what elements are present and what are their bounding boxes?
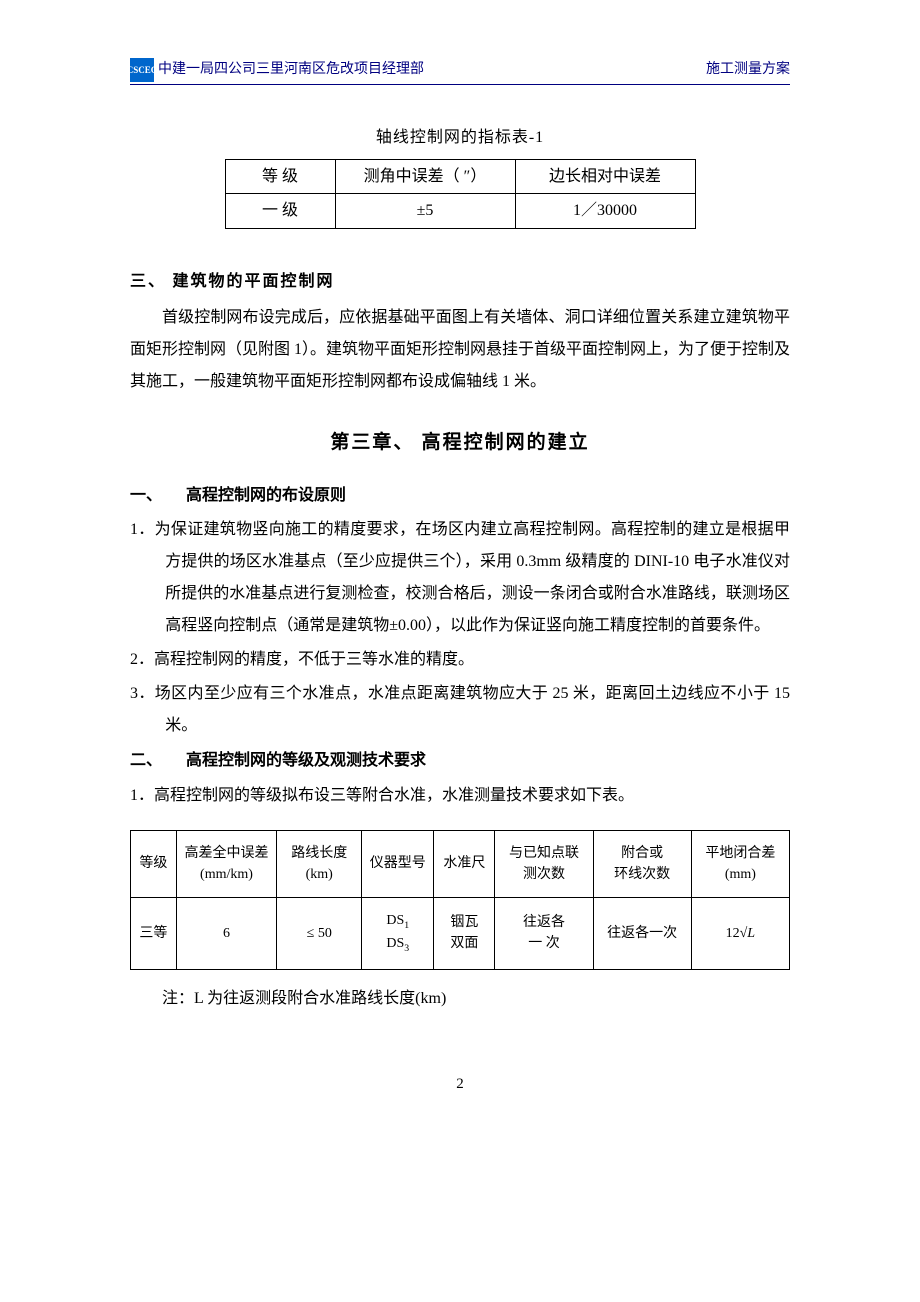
header-left: CSCEC 中建一局四公司三里河南区危改项目经理部 [130,58,424,82]
table2-note: 注：L 为往返测段附合水准路线长度(km) [162,986,790,1012]
table1-caption: 轴线控制网的指标表-1 [130,125,790,151]
th-closure-times: 附合或环线次数 [593,830,691,897]
sub2-intro: 1．高程控制网的等级拟布设三等附合水准，水准测量技术要求如下表。 [130,780,790,812]
elevation-control-table: 等级 高差全中误差(mm/km) 路线长度(km) 仪器型号 水准尺 与已知点联… [130,830,790,970]
td-grade: 一 级 [225,194,335,229]
header-right-text: 施工测量方案 [706,59,790,81]
td-grade: 三等 [131,897,177,969]
page-header: CSCEC 中建一局四公司三里河南区危改项目经理部 施工测量方案 [130,58,790,85]
sub1-heading: 一、 高程控制网的布设原则 [130,483,790,509]
th-grade: 等 级 [225,159,335,194]
axis-control-table: 等 级 测角中误差（ ″） 边长相对中误差 一 级 ±5 1／30000 [225,159,696,229]
th-elev-error: 高差全中误差(mm/km) [176,830,276,897]
header-left-text: 中建一局四公司三里河南区危改项目经理部 [158,59,424,81]
table-row: 等 级 测角中误差（ ″） 边长相对中误差 [225,159,695,194]
table-row: 一 级 ±5 1／30000 [225,194,695,229]
td-known-pt: 往返各一 次 [495,897,593,969]
table-row: 三等 6 ≤ 50 DS1DS3 铟瓦双面 往返各一 次 往返各一次 12√L [131,897,790,969]
th-ruler: 水准尺 [434,830,495,897]
chapter-title: 第三章、 高程控制网的建立 [130,428,790,458]
td-closure-times: 往返各一次 [593,897,691,969]
section-3-heading: 三、 建筑物的平面控制网 [130,269,790,295]
th-angle-error: 测角中误差（ ″） [335,159,515,194]
th-route-len: 路线长度(km) [277,830,362,897]
th-closure-diff: 平地闭合差(mm) [691,830,789,897]
list-item: 1．为保证建筑物竖向施工的精度要求，在场区内建立高程控制网。高程控制的建立是根据… [130,514,790,642]
section-3-paragraph: 首级控制网布设完成后，应依据基础平面图上有关墙体、洞口详细位置关系建立建筑物平面… [130,302,790,398]
list-item: 3．场区内至少应有三个水准点，水准点距离建筑物应大于 25 米，距离回土边线应不… [130,678,790,742]
th-known-pt: 与已知点联测次数 [495,830,593,897]
th-edge-error: 边长相对中误差 [515,159,695,194]
td-elev-error: 6 [176,897,276,969]
sub2-heading: 二、 高程控制网的等级及观测技术要求 [130,748,790,774]
table-row: 等级 高差全中误差(mm/km) 路线长度(km) 仪器型号 水准尺 与已知点联… [131,830,790,897]
td-route-len: ≤ 50 [277,897,362,969]
th-grade: 等级 [131,830,177,897]
td-angle-error: ±5 [335,194,515,229]
td-ruler: 铟瓦双面 [434,897,495,969]
page-number: 2 [130,1072,790,1096]
th-instrument: 仪器型号 [362,830,434,897]
company-logo-icon: CSCEC [130,58,154,82]
list-item: 2．高程控制网的精度，不低于三等水准的精度。 [130,644,790,676]
td-closure-diff: 12√L [691,897,789,969]
td-instrument: DS1DS3 [362,897,434,969]
td-edge-error: 1／30000 [515,194,695,229]
